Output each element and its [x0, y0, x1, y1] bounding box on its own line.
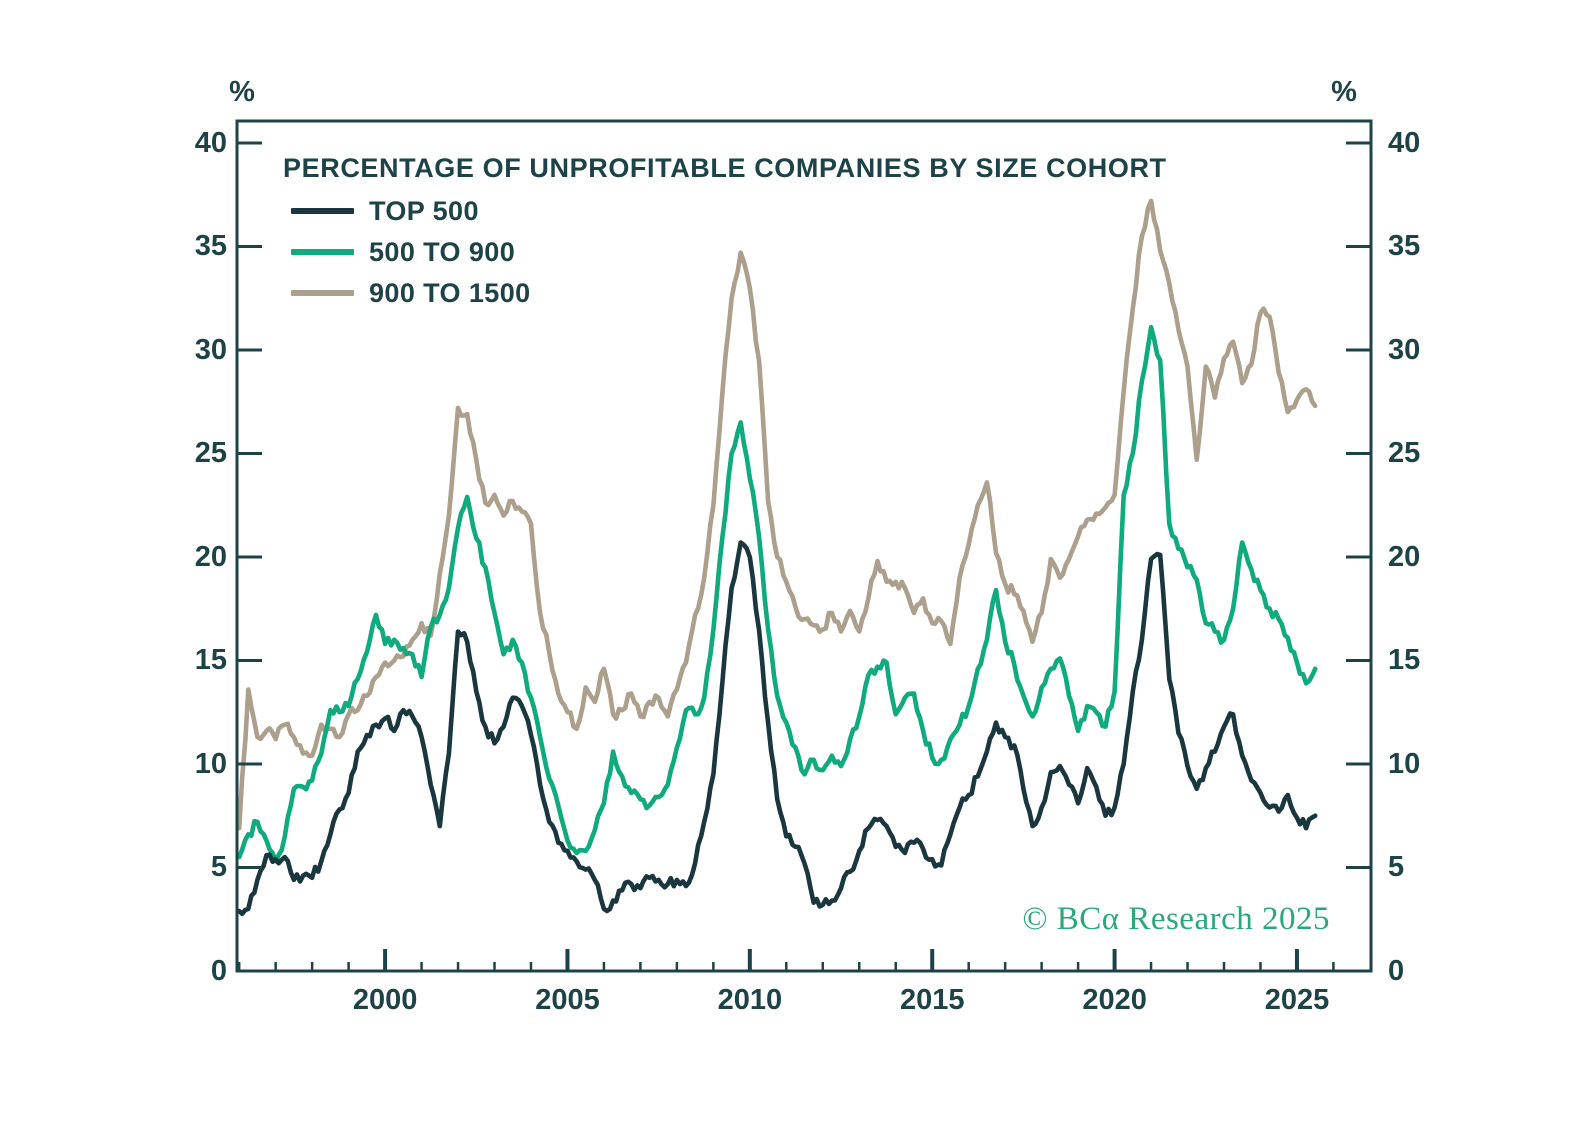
y-axis-label-left-40: 40	[194, 126, 227, 159]
series-line-900-to-1500	[236, 198, 1318, 831]
y-axis-label-left-25: 25	[194, 437, 227, 470]
y-axis-unit-left: %	[229, 76, 255, 108]
legend-swatch-900-to-1500	[291, 290, 354, 296]
y-axis-label-right-40: 40	[1388, 126, 1421, 159]
x-axis-label-2020: 2020	[1082, 984, 1147, 1016]
plot-frame	[235, 119, 1373, 973]
legend-item-top-500: TOP 500	[291, 196, 531, 226]
legend-label-500-to-900: 500 TO 900	[369, 236, 516, 267]
y-axis-label-right-25: 25	[1388, 437, 1421, 470]
series-line-500-to-900	[236, 324, 1318, 864]
x-axis-label-2010: 2010	[717, 984, 783, 1016]
legend: TOP 500 500 TO 900 900 TO 1500	[291, 196, 531, 319]
legend-item-500-to-900: 500 TO 900	[291, 237, 531, 267]
y-axis-label-left-30: 30	[194, 333, 227, 366]
y-axis-label-right-15: 15	[1388, 644, 1421, 677]
y-axis-label-right-10: 10	[1388, 747, 1421, 780]
y-axis-label-left-5: 5	[210, 851, 227, 884]
y-axis-label-left-15: 15	[194, 644, 227, 677]
chart-title: PERCENTAGE OF UNPROFITABLE COMPANIES BY …	[283, 153, 1167, 183]
y-axis-label-left-10: 10	[194, 747, 227, 780]
y-axis-label-right-30: 30	[1388, 333, 1421, 366]
legend-item-900-to-1500: 900 TO 1500	[291, 278, 531, 308]
x-axis-label-2000: 2000	[352, 984, 418, 1016]
x-axis-label-2005: 2005	[535, 984, 600, 1016]
y-axis-unit-right: %	[1331, 76, 1357, 108]
y-axis-label-right-35: 35	[1388, 230, 1421, 263]
x-axis-label-2025: 2025	[1264, 984, 1330, 1016]
y-axis-label-right-5: 5	[1388, 851, 1405, 884]
legend-label-top-500: TOP 500	[369, 195, 479, 226]
y-axis-label-left-0: 0	[210, 955, 227, 987]
legend-swatch-top-500	[291, 208, 354, 214]
series-line-top-500	[236, 540, 1318, 917]
y-axis-label-right-0: 0	[1388, 955, 1405, 987]
watermark: © BCα Research 2025	[1022, 901, 1330, 937]
y-axis-label-left-35: 35	[194, 230, 227, 263]
x-axis-label-2015: 2015	[899, 984, 965, 1016]
y-axis-label-left-20: 20	[194, 540, 227, 573]
legend-label-900-to-1500: 900 TO 1500	[369, 277, 531, 308]
legend-swatch-500-to-900	[291, 249, 354, 255]
y-axis-label-right-20: 20	[1388, 540, 1421, 573]
